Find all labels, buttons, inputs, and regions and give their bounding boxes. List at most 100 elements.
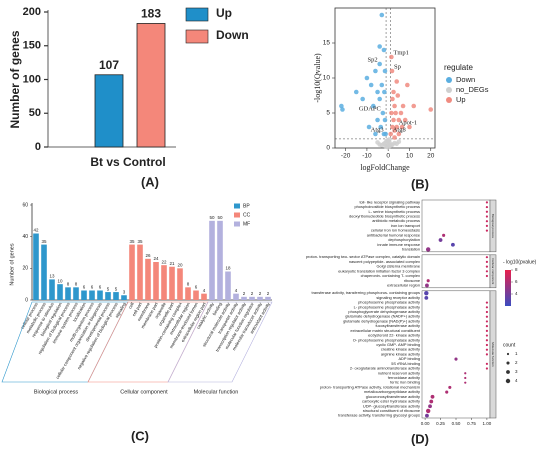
point	[391, 89, 396, 95]
term-label: dephosphorylation	[388, 237, 420, 242]
bar	[65, 287, 71, 300]
y-tick-label: 20	[22, 266, 28, 272]
point-label: GDAPC	[359, 105, 381, 112]
term-label: extracellular region	[387, 282, 420, 287]
point	[394, 124, 400, 130]
point	[377, 44, 382, 49]
size-legend-label: 1	[515, 351, 518, 356]
facet-label: Molecular function	[491, 342, 495, 367]
point	[377, 61, 382, 67]
point	[380, 110, 386, 116]
data-label: 42	[33, 228, 39, 233]
dot	[485, 215, 489, 218]
x-tick-label: 0.00	[421, 421, 430, 426]
point	[339, 103, 344, 109]
point	[353, 89, 359, 95]
dot	[485, 224, 489, 228]
bar	[129, 244, 135, 300]
group-label: Biological process	[34, 389, 79, 395]
term-label: Golgi cisterna membrane	[377, 264, 420, 269]
data-label: 50	[209, 215, 215, 220]
point	[428, 107, 434, 112]
facet-panel	[421, 199, 491, 253]
dot	[485, 367, 489, 370]
point	[378, 124, 384, 130]
data-label: 8	[75, 282, 78, 287]
term-label: phosphoglycerate dehydrogenase activity	[348, 309, 420, 314]
term-label: toll- like receptor signaling pathway	[359, 199, 420, 204]
bar	[201, 293, 207, 300]
dot	[485, 353, 489, 356]
dot	[485, 334, 489, 337]
term-label: carboxylic ester hydrolase activity	[362, 399, 420, 404]
point	[394, 79, 400, 84]
term-label: proton- transporting ATPase activity, ro…	[320, 384, 420, 389]
colorbar-tick-label: 6	[515, 279, 518, 284]
term-label: O- phosphoserine phosphatase activity	[353, 337, 420, 342]
data-label: 3	[123, 289, 126, 294]
point	[390, 124, 395, 130]
dot	[485, 256, 489, 259]
dot	[485, 343, 489, 347]
group-label: Molecular function	[194, 389, 239, 395]
term-label: proton- transporting two- sector ATPase …	[306, 254, 420, 259]
bar	[185, 287, 191, 300]
point	[389, 110, 394, 116]
y-tick-label: 50	[29, 107, 41, 119]
y-tick-label: 5	[326, 110, 330, 117]
data-label: 6	[83, 285, 86, 290]
data-label: 50	[217, 215, 223, 220]
term-label: phosphoserine phosphatase activity	[358, 300, 420, 305]
point	[411, 103, 417, 109]
facet-panel	[421, 290, 491, 419]
data-label: 10	[57, 278, 63, 283]
term-label: deoxyribonucleotide biosynthetic process	[349, 214, 420, 219]
dot	[485, 274, 489, 278]
dot	[485, 320, 489, 323]
point	[389, 142, 394, 148]
y-tick-label: 150	[23, 40, 41, 52]
x-tick-label: binding	[212, 301, 224, 316]
dot	[485, 306, 489, 309]
legend-label: Up	[456, 95, 466, 104]
y-tick-label: 40	[22, 234, 28, 240]
dot	[425, 408, 431, 414]
term-label: structural constituent of ribosome	[363, 408, 420, 413]
legend-marker	[446, 77, 452, 83]
dot	[485, 339, 489, 342]
point-label: Tmp1	[393, 49, 409, 56]
point	[377, 96, 382, 102]
point	[382, 68, 388, 74]
panel-label: (B)	[411, 176, 429, 191]
bar	[265, 296, 271, 300]
bar	[89, 290, 95, 300]
point	[405, 82, 410, 88]
colorbar-tick-label: 8	[515, 267, 518, 272]
dot	[438, 238, 443, 242]
bar	[153, 262, 159, 300]
dot	[485, 205, 489, 209]
term-label: nutrient reservoir activity	[378, 370, 420, 375]
bar	[217, 220, 223, 300]
bar	[145, 258, 151, 300]
bar	[177, 268, 183, 300]
legend-marker	[446, 97, 452, 103]
term-label: glutamate dehydrogenase (NADP+) activity	[345, 314, 420, 319]
x-tick-label: 1.00	[483, 421, 492, 426]
legend-label: Down	[216, 28, 249, 42]
group-label: Cellular component	[120, 389, 168, 395]
size-legend-label: 4	[515, 378, 518, 383]
term-label: antibacterial humoral response	[367, 232, 420, 237]
term-label: signaling receptor activity	[376, 295, 420, 300]
legend-label: Up	[216, 6, 232, 20]
dot	[485, 315, 489, 318]
term-label: 5S rRNA binding	[391, 361, 420, 366]
point-label: Sp2	[368, 56, 378, 63]
point	[396, 131, 402, 137]
y-tick-label: 10	[323, 75, 331, 82]
bar	[41, 244, 47, 300]
bar	[233, 293, 239, 300]
term-label: ecdysteroid 22- kinase activity	[368, 333, 420, 338]
x-tick-label: Bt vs Control	[90, 155, 165, 169]
bar	[136, 23, 166, 148]
